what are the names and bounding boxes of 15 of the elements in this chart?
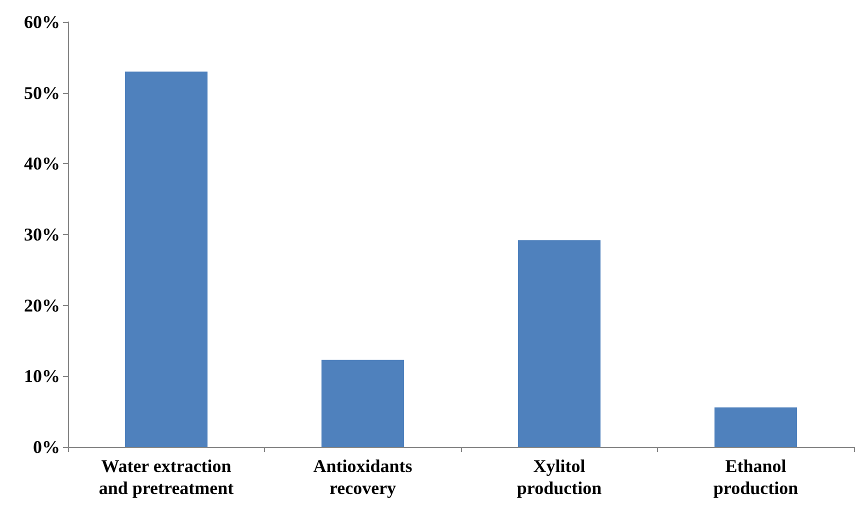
y-tick-label: 60%: [24, 12, 60, 32]
y-tick-label: 0%: [33, 437, 60, 457]
y-tick-label: 10%: [24, 366, 60, 386]
bar: [518, 240, 601, 447]
bar: [321, 360, 404, 447]
x-tick-label: Ethanol production: [713, 456, 798, 498]
bar: [124, 72, 208, 447]
x-tick-label: Water extraction and pretreatment: [98, 456, 234, 498]
y-tick-label: 30%: [24, 224, 60, 244]
x-tick-label: Antioxidants recovery: [313, 456, 412, 498]
bar: [714, 407, 798, 447]
y-tick-label: 40%: [24, 154, 60, 174]
y-tick-label: 20%: [24, 295, 60, 316]
x-tick-label: Xylitol production: [516, 456, 602, 498]
y-tick-label: 50%: [24, 82, 60, 103]
